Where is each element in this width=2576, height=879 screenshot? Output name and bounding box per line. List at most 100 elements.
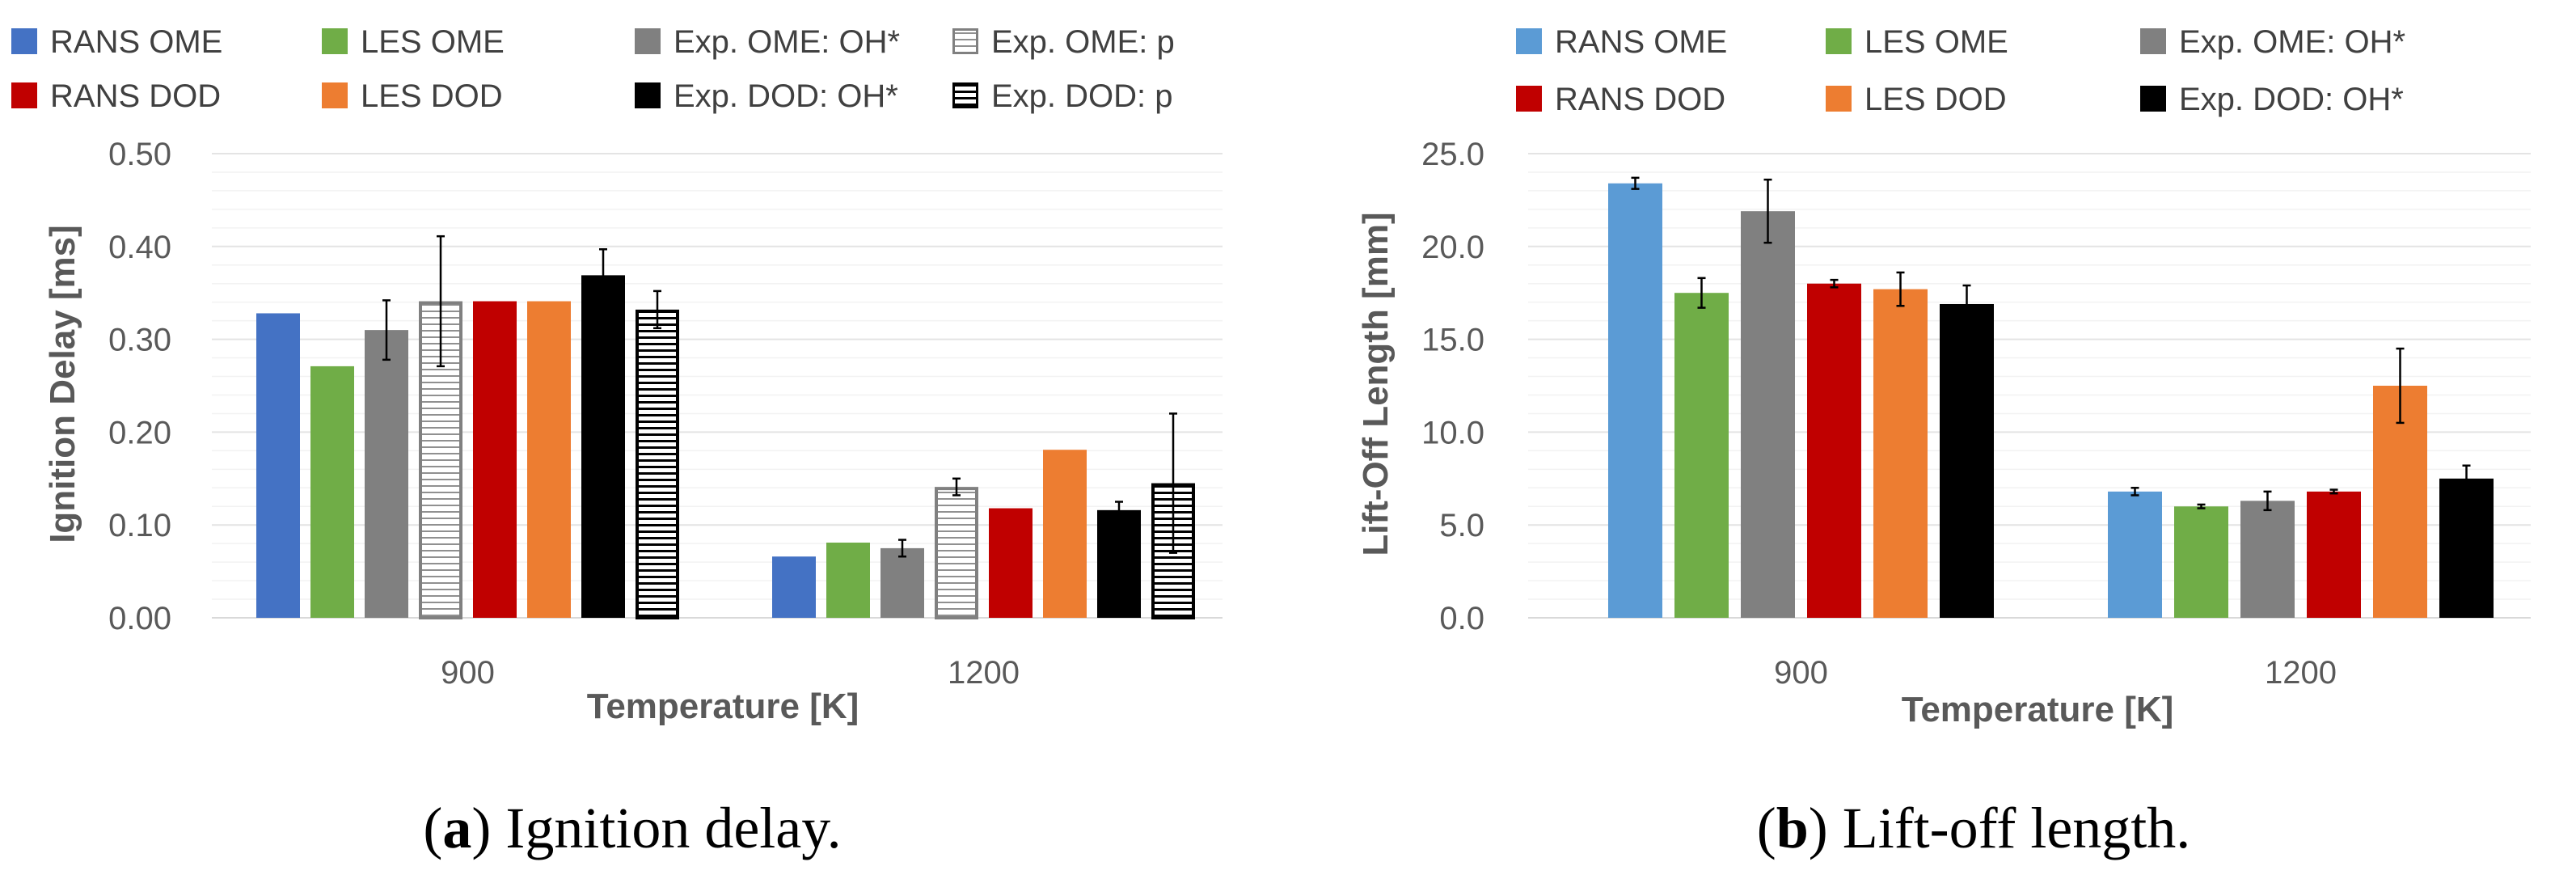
bar-rans-ome-900 bbox=[256, 313, 300, 618]
bar-les-ome-900 bbox=[1674, 293, 1729, 618]
y-axis-ticks-ignition-delay: 0.00 0.10 0.20 0.30 0.40 0.50 bbox=[108, 137, 171, 636]
legend-item-les-dod: LES DOD bbox=[322, 78, 503, 114]
caption-letter-b: b bbox=[1776, 796, 1809, 860]
caption-letter-a: a bbox=[442, 796, 471, 860]
error-bar-exp-ome-oh-900 bbox=[1763, 178, 1772, 244]
error-bar-exp-dod-oh-900 bbox=[599, 247, 607, 302]
legend-label: Exp. OME: OH* bbox=[674, 24, 900, 60]
x-tick-label: 1200 bbox=[948, 655, 1020, 691]
legend-label: LES OME bbox=[361, 24, 505, 60]
legend-item-rans-dod: RANS DOD bbox=[11, 78, 221, 114]
x-tick-label: 900 bbox=[441, 655, 495, 691]
legend-swatch bbox=[2140, 28, 2166, 54]
bar-les-dod-900 bbox=[1873, 289, 1928, 618]
error-bar-les-ome-900 bbox=[1697, 277, 1706, 309]
caption-paren-close: ) bbox=[1809, 796, 1843, 860]
legend-swatch bbox=[1826, 28, 1852, 54]
legend-swatch bbox=[952, 28, 978, 54]
error-bar-rans-dod-1200 bbox=[2329, 488, 2338, 495]
bar-exp-dod-oh-1200 bbox=[1097, 509, 1141, 618]
legend-label: Exp. OME: OH* bbox=[2179, 24, 2405, 60]
legend-label: Exp. DOD: OH* bbox=[2179, 82, 2404, 117]
error-bar-exp-dod-p-1200 bbox=[1169, 412, 1177, 554]
legend-swatch bbox=[2140, 86, 2166, 112]
y-tick-label: 0.20 bbox=[108, 415, 171, 450]
y-tick-label: 5.0 bbox=[1439, 508, 1484, 543]
bar-rans-dod-1200 bbox=[2307, 491, 2361, 618]
bar-exp-ome-oh-900 bbox=[1741, 211, 1795, 618]
bar-rans-dod-900 bbox=[1807, 283, 1861, 618]
legend-swatch bbox=[952, 82, 978, 108]
x-axis-ticks-ignition-delay: 900 1200 bbox=[441, 655, 1020, 691]
caption-ignition-delay: (a) Ignition delay. bbox=[423, 796, 841, 860]
panel-lift-off-length: RANS OME LES OME Exp. OME: OH* RANS DOD LES … bbox=[1356, 24, 2531, 860]
legend-label: RANS OME bbox=[50, 24, 222, 60]
x-tick-label: 900 bbox=[1774, 655, 1828, 691]
error-bar-exp-ome-oh-900 bbox=[382, 299, 391, 361]
caption-paren-open: ( bbox=[1757, 796, 1776, 860]
x-axis-ticks-lift-off-length: 900 1200 bbox=[1774, 655, 2337, 691]
y-tick-label: 25.0 bbox=[1421, 137, 1484, 172]
y-tick-label: 0.30 bbox=[108, 323, 171, 358]
bar-rans-ome-900 bbox=[1608, 183, 1662, 619]
legend-label: Exp. DOD: p bbox=[991, 78, 1173, 114]
y-tick-label: 0.0 bbox=[1439, 601, 1484, 636]
legend-swatch bbox=[322, 82, 348, 108]
bar-rans-ome-1200 bbox=[2108, 491, 2162, 618]
x-tick-label: 1200 bbox=[2265, 655, 2337, 691]
y-tick-label: 0.10 bbox=[108, 508, 171, 543]
legend-swatch bbox=[1516, 86, 1542, 112]
legend-item-rans-ome: RANS OME bbox=[11, 24, 222, 60]
bar-rans-dod-1200 bbox=[989, 508, 1033, 618]
error-bar-exp-dod-oh-1200 bbox=[1115, 501, 1123, 520]
bars-lift-off-length bbox=[1608, 176, 2494, 619]
legend-lift-off-length: RANS OME LES OME Exp. OME: OH* RANS DOD LES … bbox=[1516, 24, 2405, 117]
bar-exp-ome-oh-900 bbox=[365, 330, 408, 618]
legend-label: Exp. OME: p bbox=[991, 24, 1175, 60]
legend-item-rans-ome: RANS OME bbox=[1516, 24, 1727, 60]
y-tick-label: 20.0 bbox=[1421, 230, 1484, 265]
x-axis-title-ignition-delay: Temperature [K] bbox=[587, 687, 859, 726]
legend-swatch bbox=[635, 82, 661, 108]
gridlines-lift-off-length bbox=[1528, 153, 2531, 619]
y-axis-title-ignition-delay: Ignition Delay [ms] bbox=[43, 225, 82, 543]
legend-item-exp-dod-oh: Exp. DOD: OH* bbox=[2140, 82, 2404, 117]
caption-body-a: Ignition delay. bbox=[505, 796, 841, 860]
legend-swatch bbox=[1516, 28, 1542, 54]
bar-exp-dod-oh-900 bbox=[581, 275, 625, 618]
caption-body-b: Lift-off length. bbox=[1843, 796, 2191, 860]
bar-rans-ome-1200 bbox=[772, 556, 816, 618]
error-bar-exp-ome-p-1200 bbox=[952, 477, 961, 497]
bar-les-dod-900 bbox=[527, 301, 571, 618]
error-bar-exp-dod-oh-1200 bbox=[2462, 464, 2471, 493]
bar-les-ome-900 bbox=[310, 366, 354, 618]
legend-swatch bbox=[11, 28, 37, 54]
bar-exp-ome-p-1200 bbox=[935, 487, 978, 620]
error-bar-les-dod-900 bbox=[1896, 271, 1905, 307]
y-tick-label: 15.0 bbox=[1421, 323, 1484, 358]
bar-les-ome-1200 bbox=[2174, 506, 2228, 618]
legend-item-exp-dod-p: Exp. DOD: p bbox=[952, 78, 1173, 114]
legend-label: LES OME bbox=[1864, 24, 2008, 60]
y-tick-label: 0.50 bbox=[108, 137, 171, 172]
legend-item-exp-ome-oh: Exp. OME: OH* bbox=[635, 24, 900, 60]
legend-swatch bbox=[322, 28, 348, 54]
legend-label: RANS DOD bbox=[50, 78, 221, 114]
legend-item-exp-dod-oh: Exp. DOD: OH* bbox=[635, 78, 898, 114]
bar-exp-ome-oh-1200 bbox=[880, 547, 924, 618]
error-bar-exp-dod-oh-900 bbox=[1962, 284, 1971, 324]
legend-label: LES DOD bbox=[1864, 82, 2007, 117]
legend-item-rans-dod: RANS DOD bbox=[1516, 82, 1725, 117]
bar-exp-ome-oh-1200 bbox=[2240, 501, 2295, 618]
error-bar-exp-dod-p-900 bbox=[653, 289, 661, 330]
error-bar-exp-ome-oh-1200 bbox=[898, 539, 906, 558]
legend-item-les-ome: LES OME bbox=[1826, 24, 2008, 60]
legend-label: RANS OME bbox=[1555, 24, 1727, 60]
caption-lift-off-length: (b) Lift-off length. bbox=[1757, 796, 2191, 860]
legend-label: Exp. DOD: OH* bbox=[674, 78, 898, 114]
error-bar-exp-ome-oh-1200 bbox=[2263, 490, 2272, 512]
legend-ignition-delay: RANS OME LES OME Exp. OME: OH* Exp. OME: p R… bbox=[11, 24, 1175, 114]
error-bar-rans-dod-900 bbox=[1830, 278, 1839, 289]
error-bar-rans-ome-900 bbox=[1631, 176, 1640, 190]
y-axis-title-lift-off-length: Lift-Off Length [mm] bbox=[1356, 212, 1396, 556]
